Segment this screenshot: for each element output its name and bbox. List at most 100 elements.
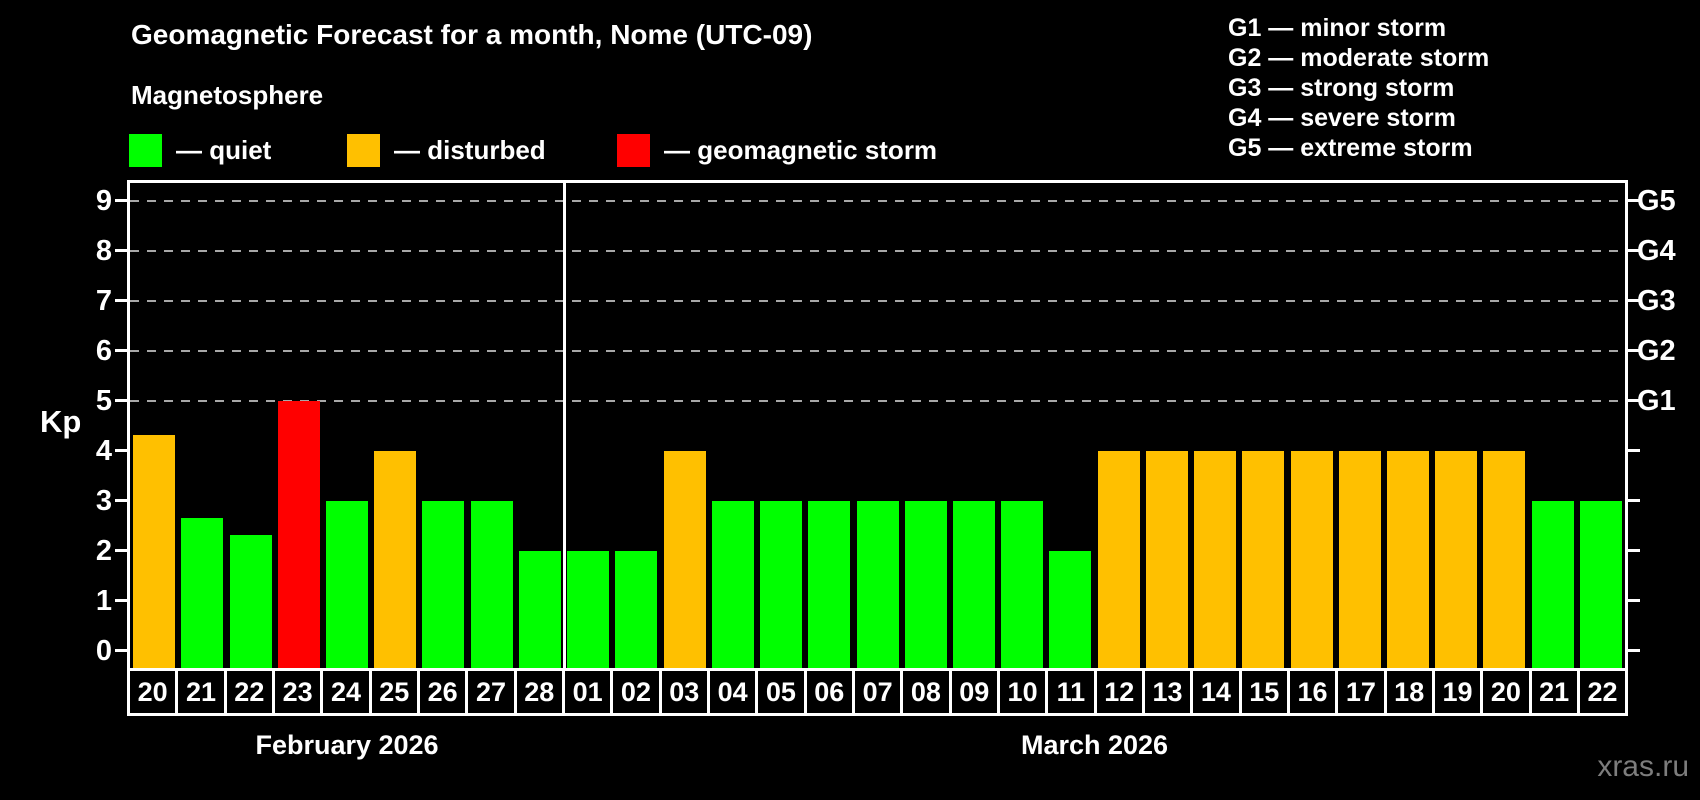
- y-axis-label: 4: [95, 435, 112, 467]
- y-tick-right: [1628, 599, 1640, 602]
- day-label: 26: [416, 668, 469, 716]
- kp-bar-day-20: [1483, 451, 1526, 668]
- gridline-kp8: [130, 250, 1625, 252]
- storm-scale-line: G3 — strong storm: [1228, 74, 1455, 102]
- y-tick-left: [115, 549, 127, 552]
- y-tick-left: [115, 349, 127, 352]
- kp-bar-day-23: [277, 401, 320, 668]
- day-label: 15: [1238, 668, 1290, 716]
- y-axis-label: 3: [95, 485, 112, 517]
- day-label: 07: [851, 668, 904, 716]
- y-tick-left: [115, 249, 127, 252]
- g-scale-label-g2: G2: [1637, 335, 1676, 367]
- day-label: 06: [803, 668, 855, 716]
- disturbed-color-swatch: [347, 134, 380, 167]
- day-label: 17: [1335, 668, 1387, 716]
- y-tick-right: [1628, 199, 1640, 202]
- day-label: 21: [175, 668, 227, 716]
- kp-axis-label: Kp: [40, 404, 82, 439]
- kp-bar-day-24: [326, 501, 369, 668]
- kp-bar-day-10: [1001, 501, 1044, 668]
- day-label: 02: [610, 668, 662, 716]
- watermark: xras.ru: [1597, 750, 1689, 783]
- quiet-color-swatch: [129, 134, 162, 167]
- y-tick-right: [1628, 549, 1640, 552]
- day-label: 24: [320, 668, 372, 716]
- legend-item-quiet: — quiet: [129, 134, 271, 167]
- plot-area: 0 1 2 3 4 5 6 7 8 9 G1 G2 G3 G4 G5: [96, 180, 1676, 671]
- kp-bar-day-15: [1242, 451, 1285, 668]
- y-tick-right: [1628, 349, 1640, 352]
- day-label: 05: [755, 668, 807, 716]
- y-tick-left: [115, 499, 127, 502]
- y-axis-label: 2: [95, 535, 112, 567]
- y-tick-left: [115, 199, 127, 202]
- gridline-kp6: [130, 350, 1625, 352]
- month-labels: February 2026 March 2026: [130, 730, 1625, 766]
- day-label: 21: [1528, 668, 1580, 716]
- kp-bar-day-02: [615, 551, 658, 668]
- day-label: 16: [1286, 668, 1339, 716]
- storm-scale-line: G2 — moderate storm: [1228, 44, 1490, 72]
- kp-bar-day-09: [952, 501, 995, 668]
- kp-bar-day-05: [760, 501, 803, 668]
- day-label: 11: [1045, 668, 1097, 716]
- day-label: 18: [1383, 668, 1435, 716]
- kp-bar-day-11: [1049, 551, 1092, 668]
- y-tick-left: [115, 599, 127, 602]
- g-scale-label-g3: G3: [1637, 285, 1676, 317]
- month-label: February 2026: [255, 730, 439, 760]
- y-axis-label: 7: [95, 285, 112, 317]
- g-scale-label-g4: G4: [1637, 235, 1676, 267]
- kp-bar-day-04: [711, 501, 754, 668]
- day-label: 08: [900, 668, 952, 716]
- storm-color-swatch: [617, 134, 650, 167]
- kp-bar-day-13: [1145, 451, 1188, 668]
- day-label: 20: [1480, 668, 1532, 716]
- kp-bar-day-22: [229, 534, 272, 668]
- day-label: 22: [1576, 668, 1629, 716]
- y-axis-label: 9: [95, 185, 112, 217]
- day-label: 19: [1431, 668, 1484, 716]
- day-label: 13: [1141, 668, 1194, 716]
- day-label: 10: [996, 668, 1049, 716]
- y-axis-label: 8: [95, 235, 112, 267]
- y-tick-left: [115, 299, 127, 302]
- kp-bar-day-17: [1338, 451, 1381, 668]
- kp-bar-day-25: [374, 451, 417, 668]
- kp-bar-day-19: [1435, 451, 1478, 668]
- y-tick-left: [115, 399, 127, 402]
- gridline-kp5: [130, 400, 1625, 402]
- day-label: 12: [1093, 668, 1145, 716]
- legend-item-storm: — geomagnetic storm: [617, 134, 937, 167]
- g-scale-label-g1: G1: [1637, 385, 1676, 417]
- storm-scale-legend: G1 — minor storm G2 — moderate storm G3 — …: [1228, 13, 1489, 163]
- gridline-kp7: [130, 300, 1625, 302]
- day-label: 14: [1190, 668, 1242, 716]
- y-axis-label: 1: [95, 585, 112, 617]
- y-tick-right: [1628, 449, 1640, 452]
- day-label: 22: [223, 668, 275, 716]
- kp-bar-day-12: [1097, 451, 1140, 668]
- legend-label-quiet: — quiet: [176, 135, 272, 165]
- day-axis: 20 21 22 23 24 25 26 27 28 01 02 03 04 05 06 07 08 09 10 11…: [127, 668, 1629, 716]
- kp-bar-day-14: [1194, 451, 1237, 668]
- kp-bar-day-08: [904, 501, 947, 668]
- gridline-kp9: [130, 200, 1625, 202]
- kp-bar-day-20: [133, 434, 176, 668]
- y-tick-right: [1628, 249, 1640, 252]
- month-separator: [562, 183, 566, 668]
- day-label: 27: [465, 668, 517, 716]
- y-tick-left: [115, 649, 127, 652]
- kp-bar-day-28: [518, 551, 561, 668]
- storm-scale-line: G1 — minor storm: [1228, 14, 1447, 42]
- y-tick-left: [115, 449, 127, 452]
- day-label: 09: [948, 668, 1000, 716]
- day-label: 20: [127, 668, 179, 716]
- kp-bar-day-21: [181, 517, 224, 668]
- legend-label-disturbed: — disturbed: [394, 135, 546, 165]
- kp-bar-day-27: [470, 501, 513, 668]
- y-axis-label: 0: [95, 635, 112, 667]
- day-label: 25: [368, 668, 420, 716]
